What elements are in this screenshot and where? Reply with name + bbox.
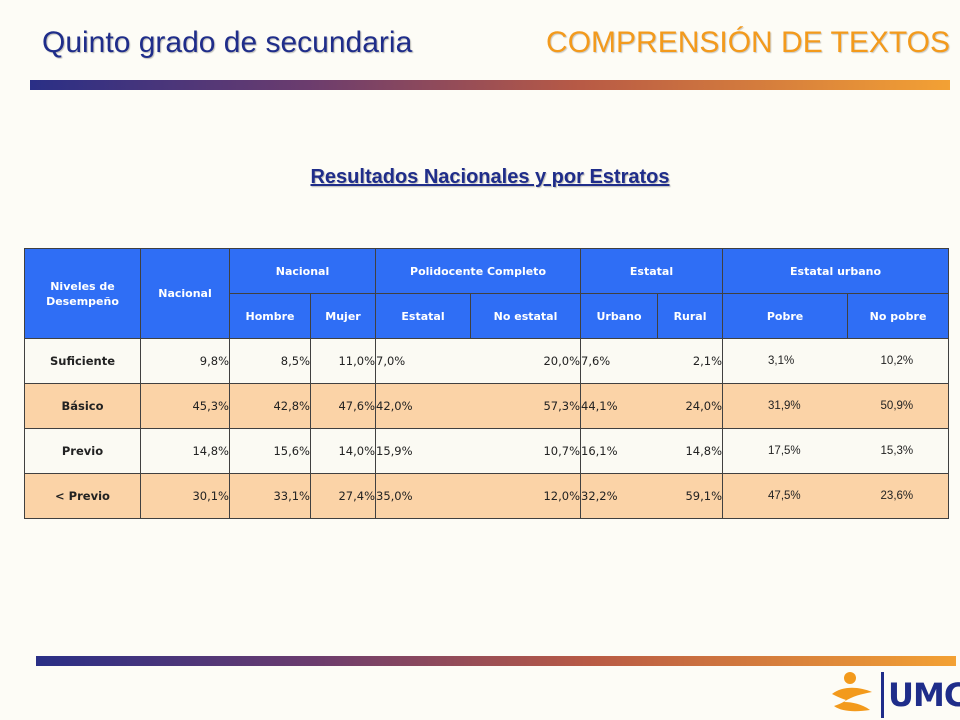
cell-no-pobre: 50,9%: [847, 383, 950, 429]
cell-rural: 24,0%: [657, 383, 724, 429]
results-table: Niveles de Desempeño Nacional Nacional P…: [24, 248, 950, 519]
subheader-no-estatal: No estatal: [470, 293, 582, 339]
cell-nacional: 45,3%: [140, 383, 230, 429]
area-title: COMPRENSIÓN DE TEXTOS: [546, 26, 950, 59]
cell-hombre: 8,5%: [229, 338, 311, 384]
header-group-estatal: Estatal: [580, 248, 724, 294]
cell-nacional: 30,1%: [140, 473, 230, 519]
cell-no-estatal: 10,7%: [470, 428, 582, 474]
cell-nacional: 9,8%: [140, 338, 230, 384]
cell-estatal: 15,9%: [375, 428, 471, 474]
cell-mujer: 27,4%: [309, 473, 377, 519]
table-row: Básico 45,3% 42,8% 47,6% 42,0% 57,3% 44,…: [24, 383, 950, 429]
cell-mujer: 14,0%: [309, 428, 377, 474]
header-group-polidocente: Polidocente Completo: [375, 248, 582, 294]
cell-no-estatal: 20,0%: [470, 338, 582, 384]
subheader-estatal: Estatal: [375, 293, 472, 339]
header-levels: Niveles de Desempeño: [24, 248, 141, 339]
cell-mujer: 47,6%: [309, 383, 377, 429]
cell-urbano: 44,1%: [580, 383, 658, 429]
subheader-urbano: Urbano: [580, 293, 659, 339]
cell-estatal: 7,0%: [375, 338, 471, 384]
cell-urbano: 32,2%: [580, 473, 658, 519]
header-group-estatal-urbano: Estatal urbano: [722, 248, 950, 294]
level-label: Suficiente: [24, 338, 141, 384]
cell-pobre: 31,9%: [722, 383, 848, 429]
subheader-no-pobre: No pobre: [847, 293, 950, 339]
slide-subtitle: Resultados Nacionales y por Estratos: [310, 166, 670, 188]
cell-estatal: 35,0%: [375, 473, 471, 519]
cell-hombre: 33,1%: [229, 473, 311, 519]
top-gradient-bar: [30, 80, 950, 90]
header-nacional-total: Nacional: [140, 248, 230, 339]
umc-logo-text: UMC: [888, 676, 960, 714]
subheader-hombre: Hombre: [229, 293, 311, 339]
cell-hombre: 15,6%: [229, 428, 311, 474]
grade-title: Quinto grado de secundaria: [42, 26, 413, 59]
cell-no-pobre: 23,6%: [847, 473, 950, 519]
cell-nacional: 14,8%: [140, 428, 230, 474]
subheader-rural: Rural: [657, 293, 724, 339]
level-label: Previo: [24, 428, 141, 474]
cell-urbano: 7,6%: [580, 338, 658, 384]
bottom-gradient-bar: [36, 656, 956, 666]
cell-hombre: 42,8%: [229, 383, 311, 429]
subheader-pobre: Pobre: [722, 293, 849, 339]
umc-figure-icon: [832, 672, 872, 712]
subheader-mujer: Mujer: [309, 293, 377, 339]
header-group-nacional: Nacional: [228, 248, 377, 294]
logo-divider: [881, 672, 884, 718]
table-header-row: Niveles de Desempeño Nacional Nacional P…: [24, 248, 950, 339]
cell-pobre: 47,5%: [722, 473, 848, 519]
cell-rural: 2,1%: [657, 338, 724, 384]
level-label: < Previo: [24, 473, 141, 519]
table-row: Suficiente 9,8% 8,5% 11,0% 7,0% 20,0% 7,…: [24, 338, 950, 384]
table-subheader-row: Hombre Mujer Estatal No estatal Urbano R…: [25, 293, 950, 339]
cell-no-estatal: 57,3%: [470, 383, 582, 429]
cell-pobre: 3,1%: [722, 338, 848, 384]
table-row: Previo 14,8% 15,6% 14,0% 15,9% 10,7% 16,…: [24, 428, 950, 474]
level-label: Básico: [24, 383, 141, 429]
cell-mujer: 11,0%: [309, 338, 377, 384]
cell-urbano: 16,1%: [580, 428, 658, 474]
cell-rural: 59,1%: [657, 473, 724, 519]
table-row: < Previo 30,1% 33,1% 27,4% 35,0% 12,0% 3…: [24, 473, 950, 519]
cell-rural: 14,8%: [657, 428, 724, 474]
cell-pobre: 17,5%: [722, 428, 848, 474]
cell-no-estatal: 12,0%: [470, 473, 582, 519]
cell-estatal: 42,0%: [375, 383, 471, 429]
cell-no-pobre: 10,2%: [847, 338, 950, 384]
cell-no-pobre: 15,3%: [847, 428, 950, 474]
